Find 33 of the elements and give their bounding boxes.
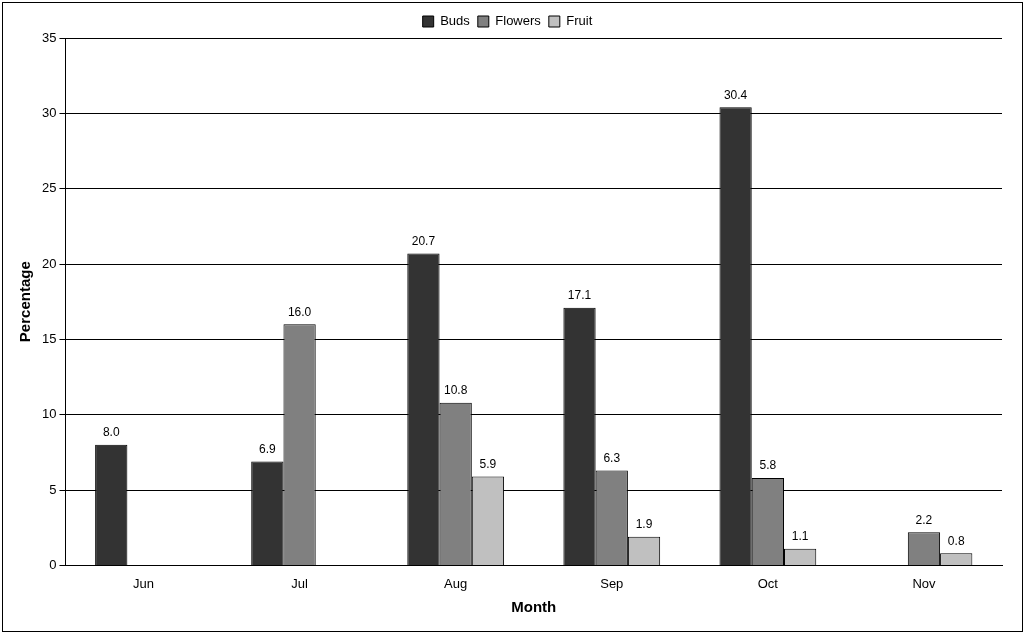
y-tick-label: 10 xyxy=(41,406,57,422)
data-label: 2.2 xyxy=(915,512,933,527)
y-tick-label: 5 xyxy=(49,481,57,497)
data-label: 16.0 xyxy=(287,304,312,319)
y-tick-label: 20 xyxy=(41,255,57,271)
y-tick-label: 25 xyxy=(41,180,57,196)
data-label: 8.0 xyxy=(102,425,120,440)
legend-label: Flowers xyxy=(495,13,542,29)
x-tick-label: Jul xyxy=(291,575,309,591)
x-tick-label: Sep xyxy=(600,575,624,591)
x-axis-title: Month xyxy=(511,598,557,616)
data-label: 30.4 xyxy=(723,87,748,102)
legend-label: Buds xyxy=(440,13,471,29)
data-label: 1.9 xyxy=(635,517,653,532)
y-tick-label: 35 xyxy=(41,29,57,45)
x-tick-label: Oct xyxy=(757,575,779,591)
x-tick-label: Aug xyxy=(444,575,468,591)
y-tick-label: 0 xyxy=(49,556,57,572)
data-label: 5.9 xyxy=(479,456,497,471)
y-axis-title: Percentage xyxy=(16,261,34,343)
data-label: 17.1 xyxy=(567,288,592,303)
y-tick-label: 30 xyxy=(41,104,57,120)
data-label: 20.7 xyxy=(411,233,436,248)
legend-label: Fruit xyxy=(566,13,593,29)
y-tick-label: 15 xyxy=(41,330,57,346)
x-tick-label: Nov xyxy=(912,575,937,591)
data-label: 0.8 xyxy=(947,533,965,548)
data-label: 6.3 xyxy=(603,450,621,465)
data-label: 10.8 xyxy=(444,382,468,397)
data-label: 1.1 xyxy=(791,529,809,544)
data-label: 6.9 xyxy=(258,441,276,456)
data-label: 5.8 xyxy=(759,458,777,473)
x-tick-label: Jun xyxy=(133,575,154,591)
